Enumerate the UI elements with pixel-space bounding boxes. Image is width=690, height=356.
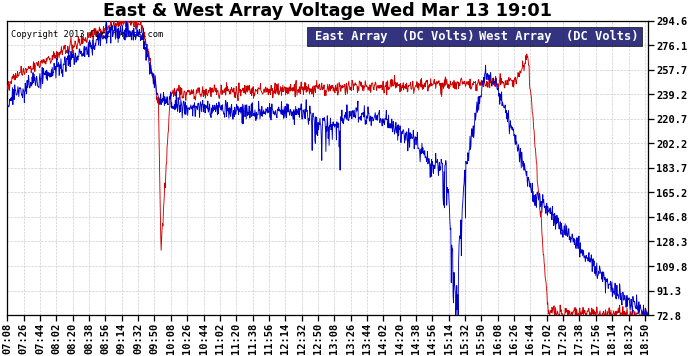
Text: Copyright 2013 Cartronics.com: Copyright 2013 Cartronics.com xyxy=(10,30,163,39)
Legend: East Array  (DC Volts), West Array  (DC Volts): East Array (DC Volts), West Array (DC Vo… xyxy=(307,27,642,46)
Title: East & West Array Voltage Wed Mar 13 19:01: East & West Array Voltage Wed Mar 13 19:… xyxy=(103,2,552,20)
